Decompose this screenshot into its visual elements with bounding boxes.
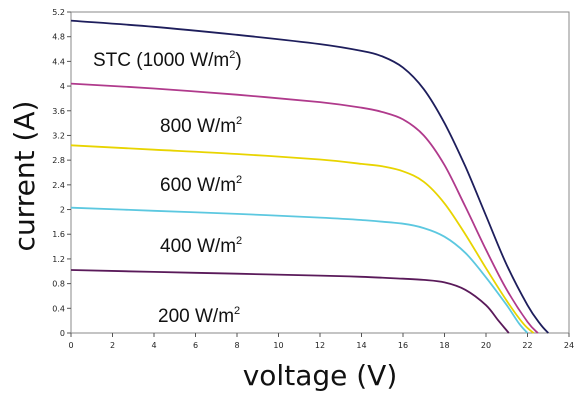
x-tick-label: 24: [564, 341, 574, 350]
series-lines: [70, 19, 549, 334]
x-tick-label: 4: [151, 341, 156, 350]
y-tick-label: 1.2: [52, 255, 65, 264]
x-tick-label: 6: [193, 341, 198, 350]
x-tick-label: 0: [68, 341, 73, 350]
y-tick-label: 2: [60, 206, 65, 215]
y-tick-label: 0.8: [52, 280, 65, 289]
x-tick-label: 10: [273, 341, 283, 350]
y-tick-label: 4.4: [52, 57, 65, 66]
x-tick-label: 16: [398, 341, 408, 350]
y-tick-label: 0.4: [52, 304, 65, 313]
x-axis-title: voltage (V): [243, 359, 398, 392]
series-line-4: [70, 269, 510, 334]
series-label-400: 400 W/m2: [160, 235, 242, 257]
x-tick-label: 12: [315, 341, 325, 350]
series-label-800: 800 W/m2: [160, 115, 242, 137]
series-line-0: [70, 19, 549, 334]
y-tick-label: 2.8: [52, 156, 65, 165]
x-tick-label: 14: [356, 341, 366, 350]
y-tick-label: 3.2: [52, 131, 65, 140]
y-tick-label: 0: [60, 329, 65, 338]
x-tick-label: 18: [439, 341, 449, 350]
series-line-2: [70, 144, 535, 334]
x-tick-label: 8: [234, 341, 239, 350]
x-tick-label: 20: [481, 341, 491, 350]
series-label-600: 600 W/m2: [160, 174, 242, 196]
series-line-1: [70, 82, 539, 334]
x-tick-label: 2: [110, 341, 115, 350]
series-label-stc: STC (1000 W/m2): [93, 49, 242, 71]
y-tick-label: 5.2: [52, 8, 65, 17]
y-tick-label: 3.6: [52, 107, 65, 116]
x-axis-ticks: 0 2 4 6 8 10 12 14 16 18 20 22 24: [68, 333, 574, 350]
series-line-3: [70, 206, 529, 334]
y-tick-label: 1.6: [52, 230, 65, 239]
y-axis-ticks: 0 0.4 0.8 1.2 1.6 2 2.4 2.8 3.2 3.6 4 4.4 4.8 5.2: [52, 8, 71, 338]
y-tick-label: 4.8: [52, 33, 65, 42]
y-tick-label: 2.4: [52, 181, 65, 190]
y-tick-label: 4: [60, 82, 65, 91]
series-label-200: 200 W/m2: [158, 305, 240, 327]
y-axis-title: current (A): [8, 101, 41, 252]
x-tick-label: 22: [522, 341, 532, 350]
